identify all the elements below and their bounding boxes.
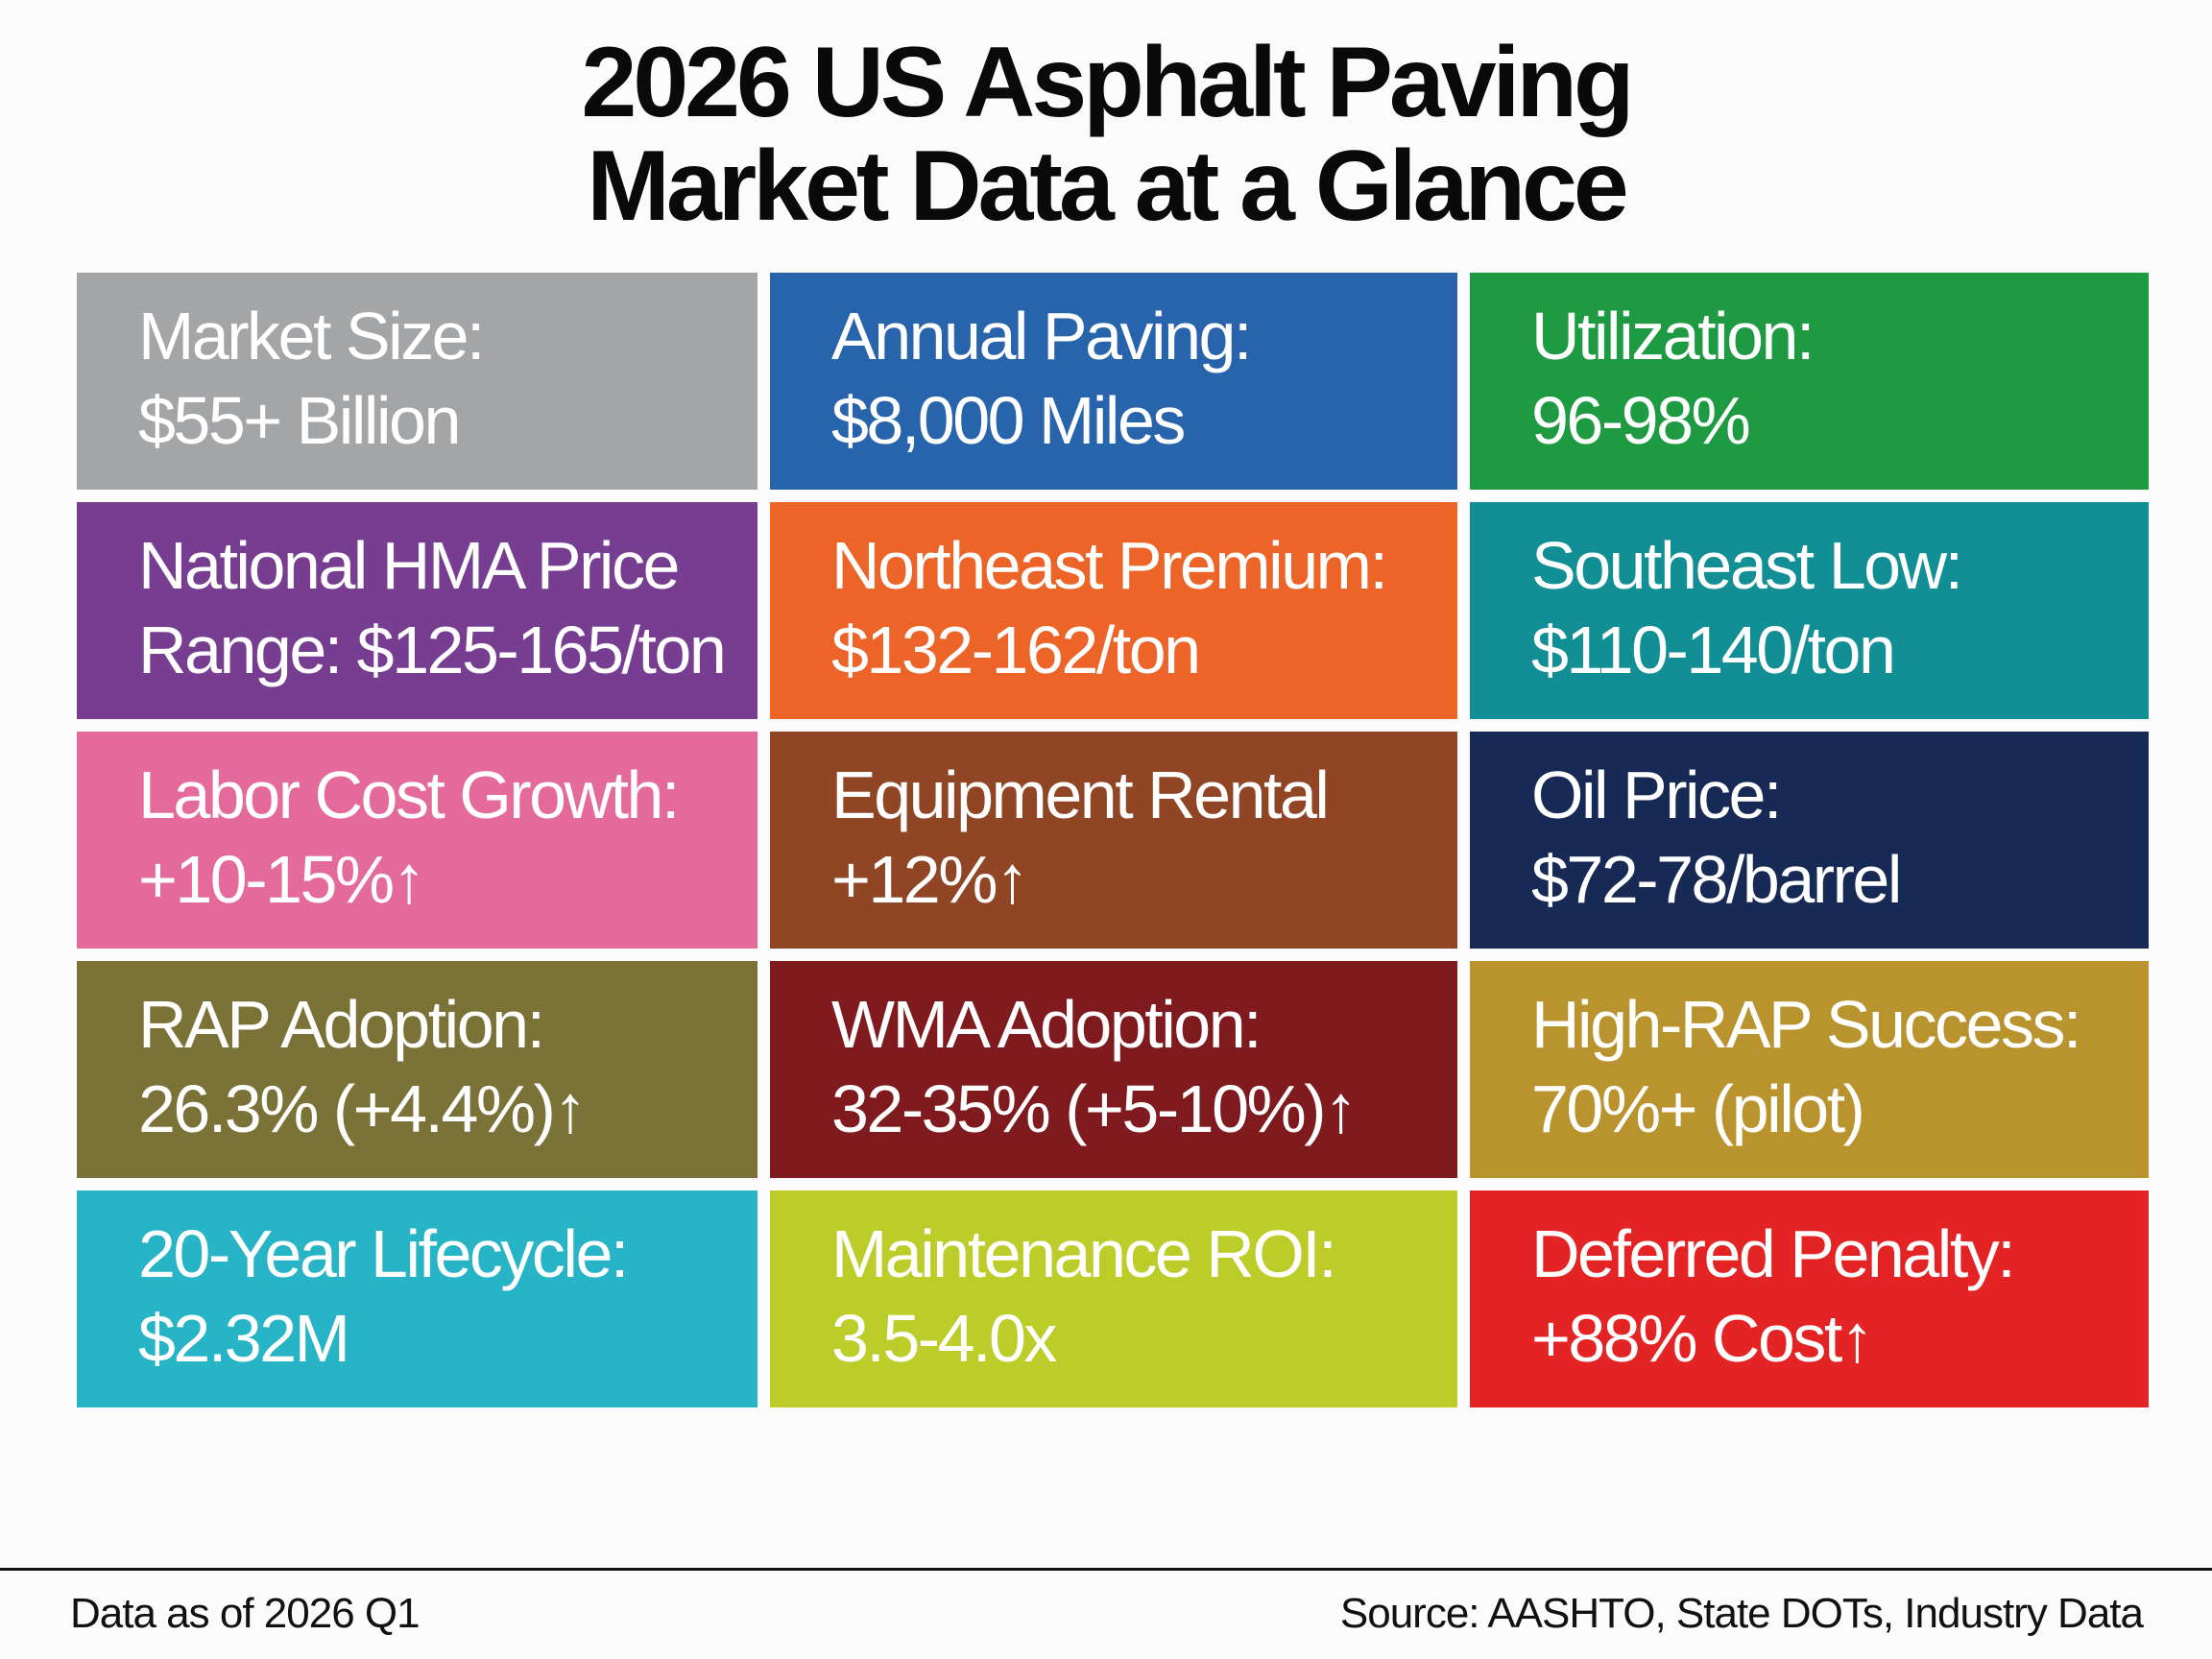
metric-tile: National HMA Price Range: $125-165/ton bbox=[77, 502, 757, 719]
metric-value: $110-140/ton bbox=[1531, 613, 1896, 687]
metric-label: Labor Cost Growth: bbox=[138, 757, 680, 832]
metric-value: +10-15%↑ bbox=[138, 842, 426, 917]
footer-date: Data as of 2026 Q1 bbox=[70, 1590, 421, 1637]
metric-value: $8,000 Miles bbox=[831, 383, 1186, 458]
metric-tile: 20-Year Lifecycle: $2.32M bbox=[77, 1190, 757, 1407]
metric-value: $72-78/barrel bbox=[1531, 842, 1902, 917]
title-line-2: Market Data at a Glance bbox=[587, 131, 1628, 242]
metric-label: Annual Paving: bbox=[831, 299, 1252, 373]
metric-tile: Oil Price: $72-78/barrel bbox=[1470, 732, 2149, 949]
metric-label: RAP Adoption: bbox=[138, 987, 545, 1062]
metric-tile: Annual Paving: $8,000 Miles bbox=[770, 273, 1457, 490]
footer-source: Source: AASHTO, State DOTs, Industry Dat… bbox=[1339, 1590, 2144, 1637]
page-title: 2026 US Asphalt Paving Market Data at a … bbox=[0, 31, 2212, 238]
metric-label: Equipment Rental bbox=[831, 757, 1330, 832]
title-line-1: 2026 US Asphalt Paving bbox=[581, 27, 1634, 138]
metrics-grid: Market Size: $55+ Billion Annual Paving: $8… bbox=[77, 273, 2149, 1407]
metric-value: 26.3% (+4.4%)↑ bbox=[138, 1071, 587, 1146]
metric-tile: Equipment Rental +12%↑ bbox=[770, 732, 1457, 949]
metric-value: +12%↑ bbox=[831, 842, 1029, 917]
metric-value: 96-98% bbox=[1531, 383, 1751, 458]
metric-tile: Northeast Premium: $132-162/ton bbox=[770, 502, 1457, 719]
metric-label: Southeast Low: bbox=[1531, 528, 1963, 603]
metric-value: $2.32M bbox=[138, 1301, 350, 1376]
metric-value: $55+ Billion bbox=[138, 383, 461, 458]
metric-label: Utilization: bbox=[1531, 299, 1815, 373]
metric-label: Northeast Premium: bbox=[831, 528, 1388, 603]
metric-value: Range: $125-165/ton bbox=[138, 613, 727, 687]
metric-label: Maintenance ROI: bbox=[831, 1216, 1337, 1291]
footer-divider bbox=[0, 1568, 2212, 1571]
metric-label: 20-Year Lifecycle: bbox=[138, 1216, 629, 1291]
metric-tile: Southeast Low: $110-140/ton bbox=[1470, 502, 2149, 719]
metric-tile: High-RAP Success: 70%+ (pilot) bbox=[1470, 961, 2149, 1178]
metric-value: 32-35% (+5-10%)↑ bbox=[831, 1071, 1358, 1146]
metric-value: 3.5-4.0x bbox=[831, 1301, 1057, 1376]
metric-value: +88% Cost↑ bbox=[1531, 1301, 1874, 1376]
metric-label: Deferred Penalty: bbox=[1531, 1216, 2016, 1291]
metric-value: $132-162/ton bbox=[831, 613, 1201, 687]
metric-tile: RAP Adoption: 26.3% (+4.4%)↑ bbox=[77, 961, 757, 1178]
metric-tile: Market Size: $55+ Billion bbox=[77, 273, 757, 490]
metric-label: Oil Price: bbox=[1531, 757, 1782, 832]
metric-label: Market Size: bbox=[138, 299, 486, 373]
metric-tile: Utilization: 96-98% bbox=[1470, 273, 2149, 490]
metric-value: 70%+ (pilot) bbox=[1531, 1071, 1865, 1146]
metric-label: High-RAP Success: bbox=[1531, 987, 2081, 1062]
metric-label: WMA Adoption: bbox=[831, 987, 1262, 1062]
metric-label: National HMA Price bbox=[138, 528, 680, 603]
metric-tile: WMA Adoption: 32-35% (+5-10%)↑ bbox=[770, 961, 1457, 1178]
metric-tile: Maintenance ROI: 3.5-4.0x bbox=[770, 1190, 1457, 1407]
metric-tile: Labor Cost Growth: +10-15%↑ bbox=[77, 732, 757, 949]
metric-tile: Deferred Penalty: +88% Cost↑ bbox=[1470, 1190, 2149, 1407]
